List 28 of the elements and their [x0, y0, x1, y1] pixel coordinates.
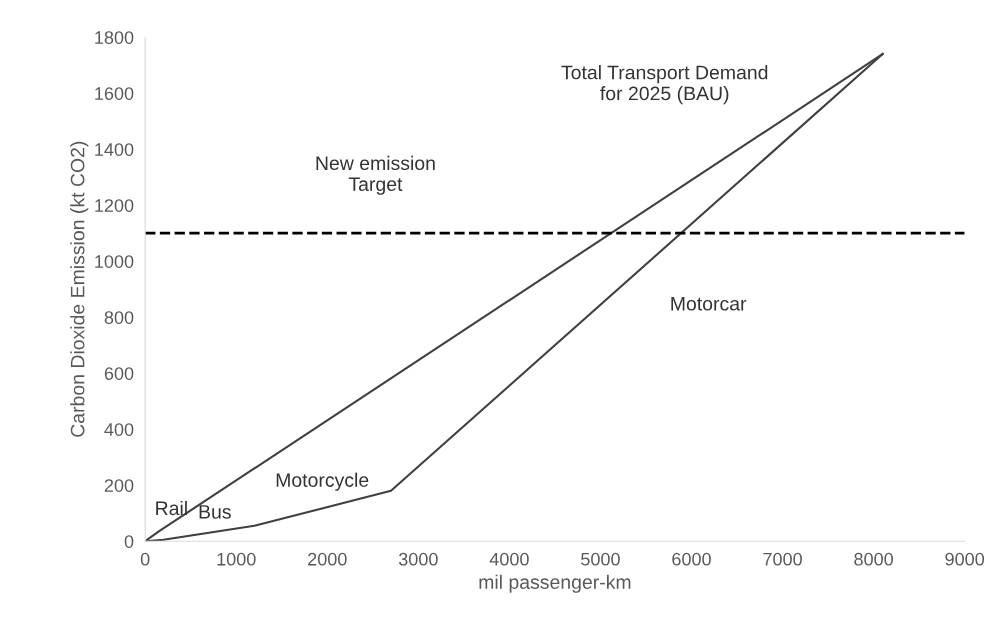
y-tick-label: 1200 [95, 199, 134, 212]
annotation: Motorcycle [276, 472, 369, 491]
x-tick-label: 0 [140, 552, 150, 566]
x-tick-label: 3000 [398, 552, 438, 566]
annotation: Bus [199, 505, 231, 519]
annotation: New emission Target [316, 155, 435, 195]
x-axis-title: mil passenger-km [479, 574, 631, 593]
x-tick-label: 2000 [308, 552, 347, 566]
x-tick-label: 6000 [672, 552, 711, 566]
x-tick-label: 7000 [763, 552, 802, 566]
y-tick-label: 800 [104, 311, 134, 324]
y-axis-title: Carbon Dioxide Emission (kt CO2) [70, 141, 89, 437]
y-tick-label: 1000 [95, 255, 134, 268]
x-tick-label: 8000 [854, 552, 893, 566]
y-tick-label: 0 [124, 535, 134, 548]
y-tick-label: 1400 [95, 143, 134, 156]
y-tick-label: 400 [104, 423, 134, 436]
x-tick-label: 4000 [489, 552, 529, 566]
y-tick-label: 1600 [95, 87, 134, 100]
x-tick-label: 1000 [217, 552, 256, 566]
y-tick-label: 600 [104, 367, 134, 380]
y-tick-label: 1800 [95, 31, 134, 44]
x-tick-label: 5000 [581, 552, 620, 566]
annotation: Motorcar [671, 297, 747, 311]
annotation: Total Transport Demand for 2025 (BAU) [561, 65, 768, 105]
annotation: Rail [156, 500, 187, 516]
x-tick-label: 9000 [945, 552, 985, 566]
y-tick-label: 200 [104, 479, 134, 492]
